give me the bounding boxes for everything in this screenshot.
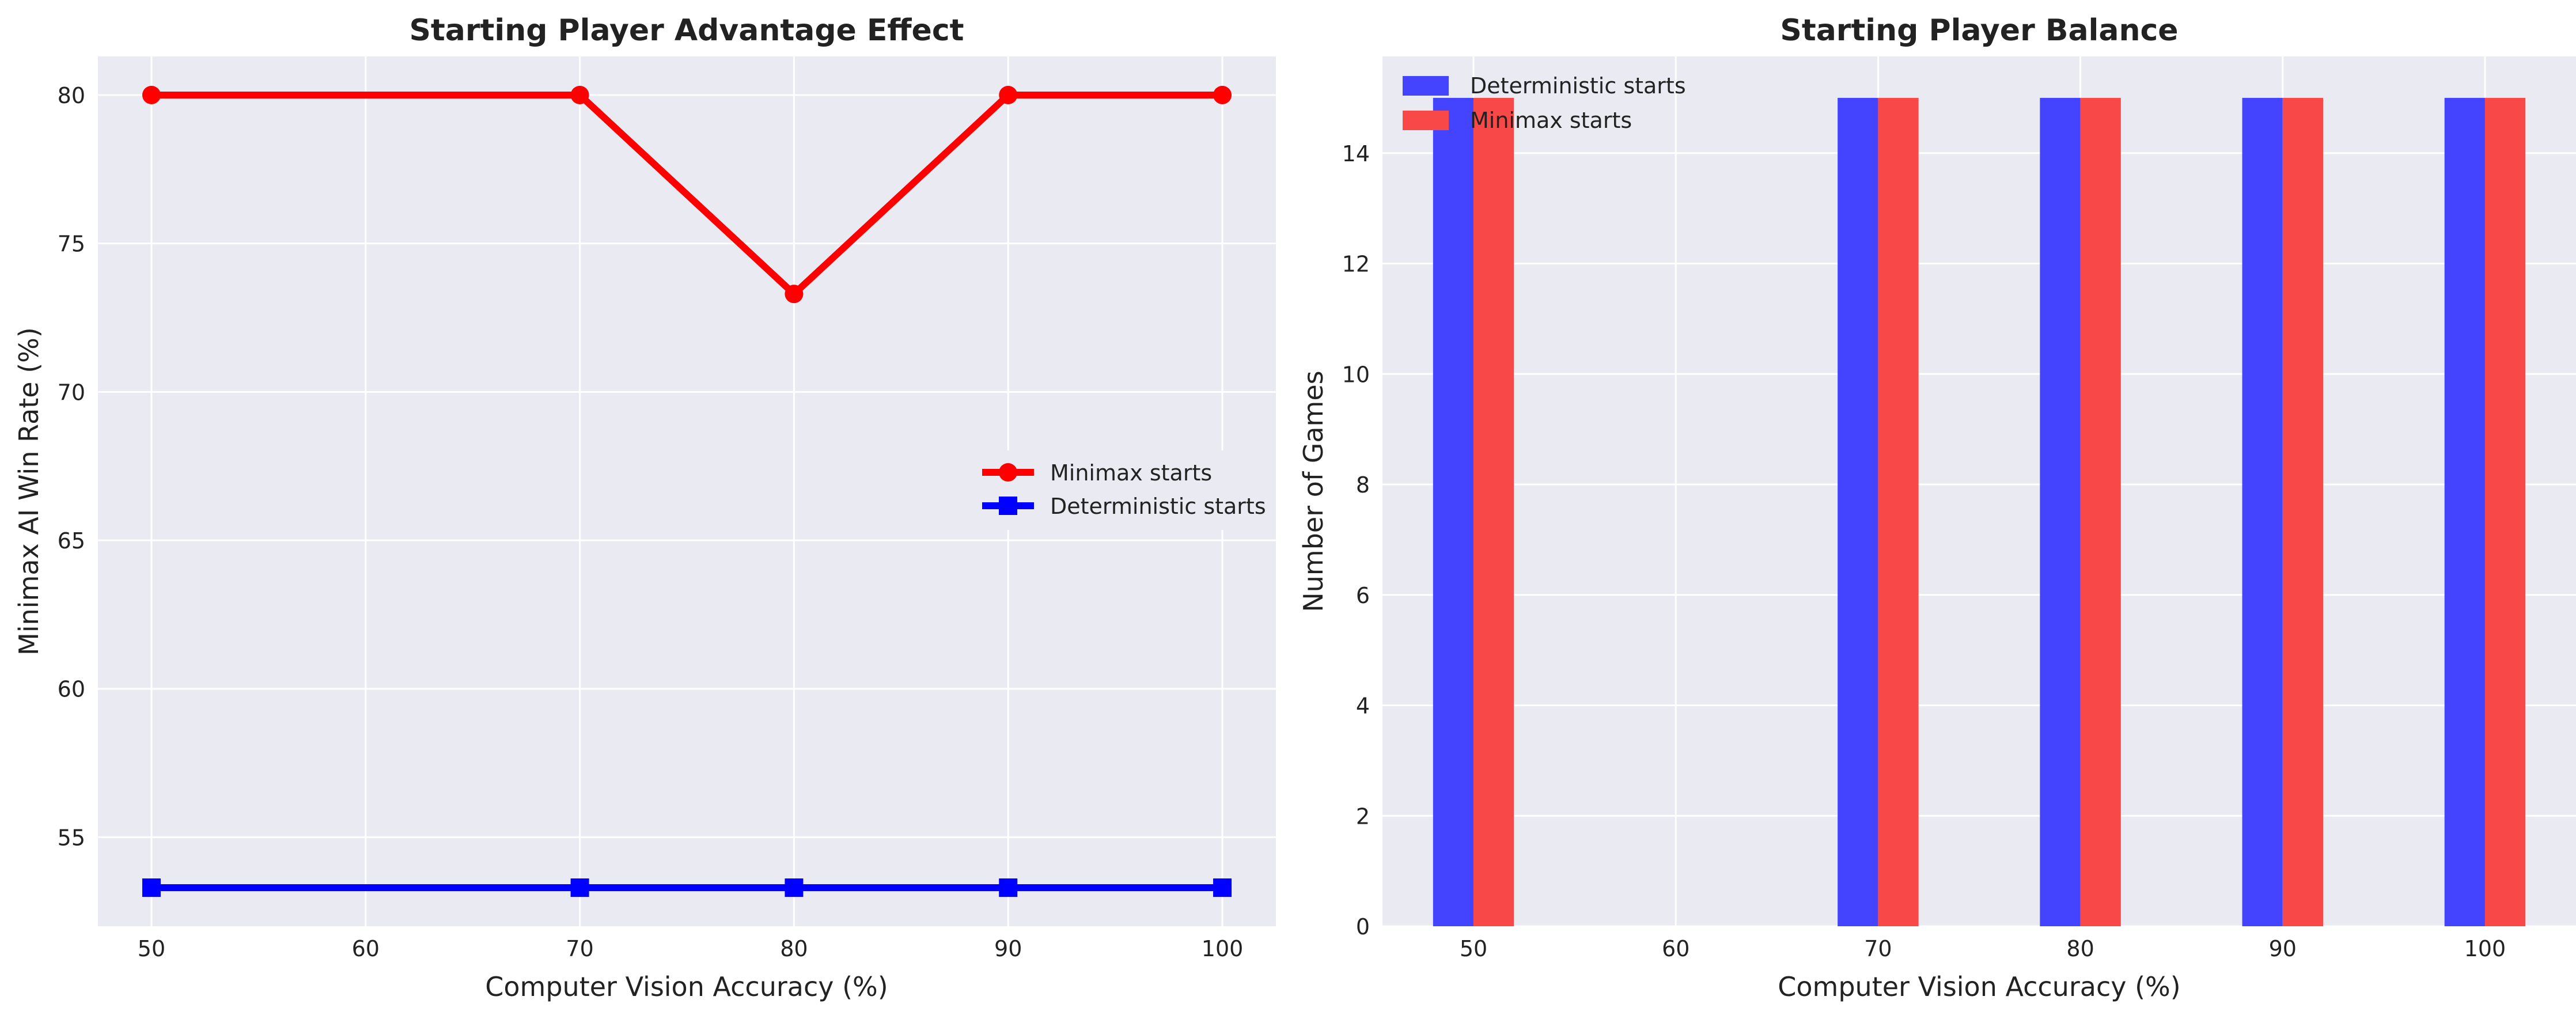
x-tick-label: 80 [2066,936,2094,961]
y-tick-label: 12 [1342,252,1370,277]
y-tick-label: 8 [1356,472,1370,498]
plot-area [1382,56,2576,926]
x-tick-label: 90 [2269,936,2297,961]
y-tick-label: 6 [1356,583,1370,608]
data-point [785,285,804,304]
x-tick-label: 50 [138,936,165,961]
x-tick-labels: 50 60 70 80 90 100 [1460,936,2506,961]
bar [2282,97,2324,926]
legend-marker-minimax [999,463,1017,482]
x-tick-label: 50 [1460,936,1487,961]
data-point [570,878,589,897]
y-tick-label: 70 [58,380,85,405]
legend-label-minimax: Minimax starts [1050,460,1212,486]
legend-box [972,450,1267,530]
data-point [1213,85,1232,104]
y-tick-label: 14 [1342,141,1370,166]
win-rate-line-chart: 50 60 70 80 90 100 55 60 65 70 75 80 Starting Play… [13,13,1276,1002]
chart-title: Starting Player Balance [1780,13,2178,48]
y-tick-labels: 55 60 65 70 75 80 [58,83,85,850]
x-tick-label: 70 [1864,936,1892,961]
y-axis-label: Number of Games [1298,370,1329,612]
legend-label-minimax: Minimax starts [1470,108,1632,133]
y-tick-label: 55 [58,825,85,850]
y-tick-label: 75 [58,232,85,257]
legend: Deterministic starts Minimax starts [1403,73,1686,133]
y-tick-label: 10 [1342,362,1370,387]
legend-marker-deterministic [999,497,1017,515]
x-tick-label: 80 [780,936,808,961]
y-tick-labels: 0 2 4 6 8 10 12 14 [1342,141,1370,940]
y-tick-label: 2 [1356,804,1370,829]
x-tick-label: 100 [1202,936,1244,961]
legend-entry-minimax: Minimax starts [982,460,1212,486]
balance-bar-chart: 50 60 70 80 90 100 0 2 4 6 8 10 12 14 Starting Playe… [1298,13,2576,1002]
legend-swatch-minimax [1403,111,1449,130]
y-axis-label: Minimax AI Win Rate (%) [13,327,44,656]
legend-label-deterministic: Deterministic starts [1050,494,1266,519]
bar [1838,97,1878,926]
data-point [142,878,161,897]
bar [2242,97,2283,926]
legend: Minimax starts Deterministic starts [972,450,1267,530]
chart-title: Starting Player Advantage Effect [409,13,964,48]
legend-entry-deterministic: Deterministic starts [1403,73,1686,99]
x-tick-label: 90 [994,936,1022,961]
y-tick-label: 60 [58,677,85,702]
data-point [999,85,1018,104]
data-point [1213,878,1232,897]
legend-label-deterministic: Deterministic starts [1470,73,1686,99]
x-tick-label: 60 [1662,936,1689,961]
data-point [570,85,589,104]
series-lines [142,85,1232,897]
x-axis-label: Computer Vision Accuracy (%) [485,971,888,1002]
bar [1473,97,1514,926]
x-tick-labels: 50 60 70 80 90 100 [138,936,1244,961]
bar [1433,97,1474,926]
data-point [142,85,161,104]
x-axis-label: Computer Vision Accuracy (%) [1778,971,2180,1002]
gridlines [98,56,1276,926]
bar [2444,97,2485,926]
y-tick-label: 0 [1356,914,1370,940]
bar [2040,97,2081,926]
bars [1433,97,2526,926]
x-tick-label: 70 [566,936,593,961]
legend-entry-deterministic: Deterministic starts [982,494,1266,519]
legend-swatch-deterministic [1403,76,1449,96]
bar [2484,97,2526,926]
data-point [999,878,1018,897]
x-tick-label: 60 [352,936,380,961]
y-tick-label: 4 [1356,694,1370,719]
legend-entry-minimax: Minimax starts [1403,108,1632,133]
y-tick-label: 65 [58,528,85,554]
data-point [785,878,804,897]
x-tick-label: 100 [2464,936,2506,961]
bar [1878,97,1919,926]
y-tick-label: 80 [58,83,85,108]
bar [2080,97,2121,926]
